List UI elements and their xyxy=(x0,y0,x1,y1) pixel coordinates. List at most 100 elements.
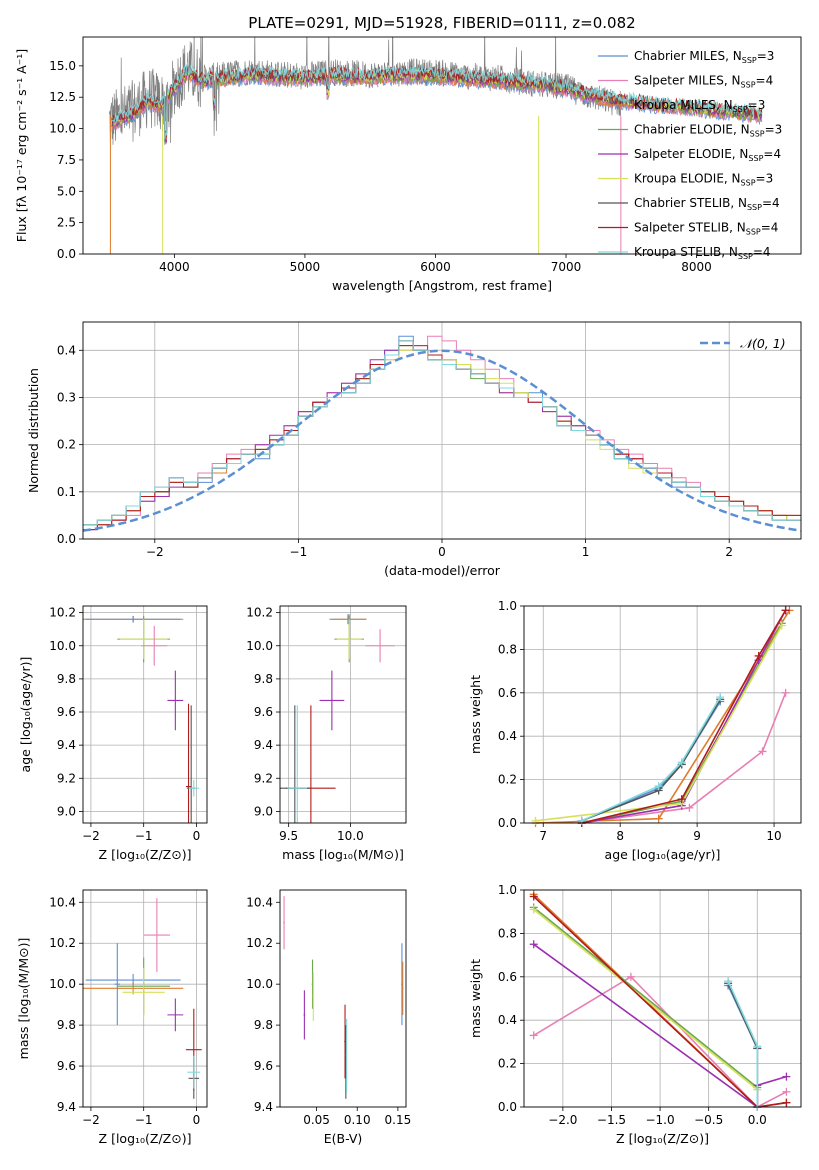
series-line xyxy=(581,609,787,824)
series-line xyxy=(533,908,758,1091)
legend-label-value: =3 xyxy=(748,98,766,112)
axes-frame xyxy=(82,36,802,255)
x-tick-label: 0.0 xyxy=(748,1113,767,1127)
weight-vs-Z-panel: −2.0 −1.5 −1.0 −0.5 0.0 0.0 0.2 0.4 0.6 0.8 1.0 Z [… xyxy=(468,883,802,1146)
y-tick-label: 10.0 xyxy=(246,977,273,991)
y-tick-label: 9.6 xyxy=(254,705,273,719)
y-tick-label: 10.2 xyxy=(49,936,76,950)
x-tick-label: 0.10 xyxy=(344,1113,371,1127)
series-line xyxy=(581,692,787,824)
y-tick-label: 10.0 xyxy=(49,639,76,653)
legend-label-sub: SSP xyxy=(738,252,753,261)
legend-label: Kroupa MILES, NSSP=3 xyxy=(634,98,765,114)
x-tick-label: 9.5 xyxy=(279,829,298,843)
y-tick-label: 10.0 xyxy=(49,977,76,991)
spectrum-plot-area xyxy=(108,37,763,254)
x-tick-label: 6000 xyxy=(420,260,451,274)
legend: Chabrier MILES, NSSP=3 Salpeter MILES, NS… xyxy=(598,49,782,261)
residuals-plot-area xyxy=(83,335,801,532)
x-tick-label: −1.5 xyxy=(597,1113,626,1127)
y-tick-label: 0.2 xyxy=(498,773,517,787)
y-tick-label: 10.0 xyxy=(246,639,273,653)
y-axis-label: mass weight xyxy=(468,675,483,754)
y-tick-label: 9.4 xyxy=(57,1100,76,1114)
legend-label-value: =3 xyxy=(756,172,774,186)
x-tick-label: 0 xyxy=(193,1113,201,1127)
series-line xyxy=(533,906,758,1089)
axes-frame xyxy=(82,321,802,540)
y-tick-label: 0.6 xyxy=(498,970,517,984)
y-tick-label: 10.4 xyxy=(49,895,76,909)
x-axis-label: wavelength [Angstrom, rest frame] xyxy=(332,278,552,293)
y-tick-label: 9.6 xyxy=(57,705,76,719)
y-tick-label: 9.0 xyxy=(57,804,76,818)
legend-label-sub: SSP xyxy=(750,130,765,139)
mass-vs-Z-plot-area xyxy=(83,898,202,1099)
x-tick-label: 0.15 xyxy=(385,1113,412,1127)
y-tick-label: 9.4 xyxy=(57,738,76,752)
y-tick-label: 0.4 xyxy=(498,1013,517,1027)
x-tick-label: 7000 xyxy=(551,260,582,274)
y-tick-label: 9.8 xyxy=(57,672,76,686)
y-tick-label: 9.6 xyxy=(254,1059,273,1073)
y-tick-label: 9.2 xyxy=(57,771,76,785)
x-axis-label: (data-model)/error xyxy=(384,563,501,578)
x-tick-label: 0 xyxy=(438,545,446,559)
y-tick-label: 10.4 xyxy=(246,895,273,909)
x-tick-label: 9 xyxy=(693,829,701,843)
y-tick-label: 10.2 xyxy=(246,936,273,950)
legend-label-value: =3 xyxy=(765,123,783,137)
mass-vs-ebv-plot-area xyxy=(283,896,404,1099)
spectrum-panel: 4000 5000 6000 7000 8000 0.0 2.5 5.0 7.5 10.0 12.5… xyxy=(14,36,802,293)
model-spectrum-line xyxy=(111,61,763,140)
y-axis-label: mass [log₁₀(M/M⊙)] xyxy=(16,938,31,1060)
y-axis-label: Normed distribution xyxy=(26,368,41,493)
legend-label-value: =4 xyxy=(756,74,774,88)
x-axis-label: Z [log₁₀(Z/Z⊙)] xyxy=(99,847,192,862)
legend-label-value: =4 xyxy=(763,147,781,161)
legend-label: Salpeter ELODIE, NSSP=4 xyxy=(634,147,781,163)
x-tick-label: 2 xyxy=(725,545,733,559)
y-tick-label: 0.0 xyxy=(57,532,76,546)
weight-vs-age-plot-area xyxy=(531,606,794,827)
y-tick-label: 0.8 xyxy=(498,926,517,940)
y-tick-label: 9.2 xyxy=(254,771,273,785)
series-line xyxy=(581,696,721,822)
y-tick-label: 1.0 xyxy=(498,599,517,613)
legend-label-sub: SSP xyxy=(747,203,762,212)
y-tick-label: 15.0 xyxy=(49,59,76,73)
axes-frame xyxy=(82,605,208,824)
x-tick-label: 1 xyxy=(582,545,590,559)
legend-label: Kroupa ELODIE, NSSP=3 xyxy=(634,172,773,188)
y-tick-label: 9.6 xyxy=(57,1059,76,1073)
series-line xyxy=(533,975,787,1108)
mass-vs-ebv-panel: 0.05 0.10 0.15 9.4 9.6 9.8 10.0 10.2 10.4 E(B-V) xyxy=(246,889,412,1146)
legend-label-value: =4 xyxy=(761,221,779,235)
age-vs-Z-plot-area xyxy=(83,615,200,823)
legend-label-value: =4 xyxy=(753,245,771,259)
age-vs-Z-panel: −2 −1 0 9.0 9.2 9.4 9.6 9.8 10.0 10.2 Z [log₁₀(Z/Z… xyxy=(18,605,208,862)
y-tick-label: 10.0 xyxy=(49,122,76,136)
x-tick-label: −2 xyxy=(82,1113,100,1127)
axes-frame xyxy=(523,605,802,824)
legend-label-sub: SSP xyxy=(746,228,761,237)
age-vs-mass-plot-area xyxy=(280,614,395,823)
y-tick-label: 0.3 xyxy=(57,390,76,404)
axes-frame xyxy=(279,605,407,824)
residuals-panel: −2 −1 0 1 2 0.0 0.1 0.2 0.3 0.4 (data-model)/error… xyxy=(26,321,802,578)
legend-label-sub: SSP xyxy=(742,56,757,65)
y-tick-label: 10.2 xyxy=(246,606,273,620)
y-tick-label: 9.0 xyxy=(254,804,273,818)
legend-label: Salpeter MILES, NSSP=4 xyxy=(634,74,773,90)
y-tick-label: 0.6 xyxy=(498,686,517,700)
y-tick-label: 9.4 xyxy=(254,1100,273,1114)
y-axis-label: mass weight xyxy=(468,959,483,1038)
x-tick-label: −2 xyxy=(82,829,100,843)
weight-vs-Z-plot-area xyxy=(529,890,791,1111)
y-tick-label: 0.2 xyxy=(498,1057,517,1071)
x-tick-label: −1 xyxy=(135,1113,153,1127)
axes-frame xyxy=(82,889,208,1108)
x-tick-label: −1 xyxy=(290,545,308,559)
